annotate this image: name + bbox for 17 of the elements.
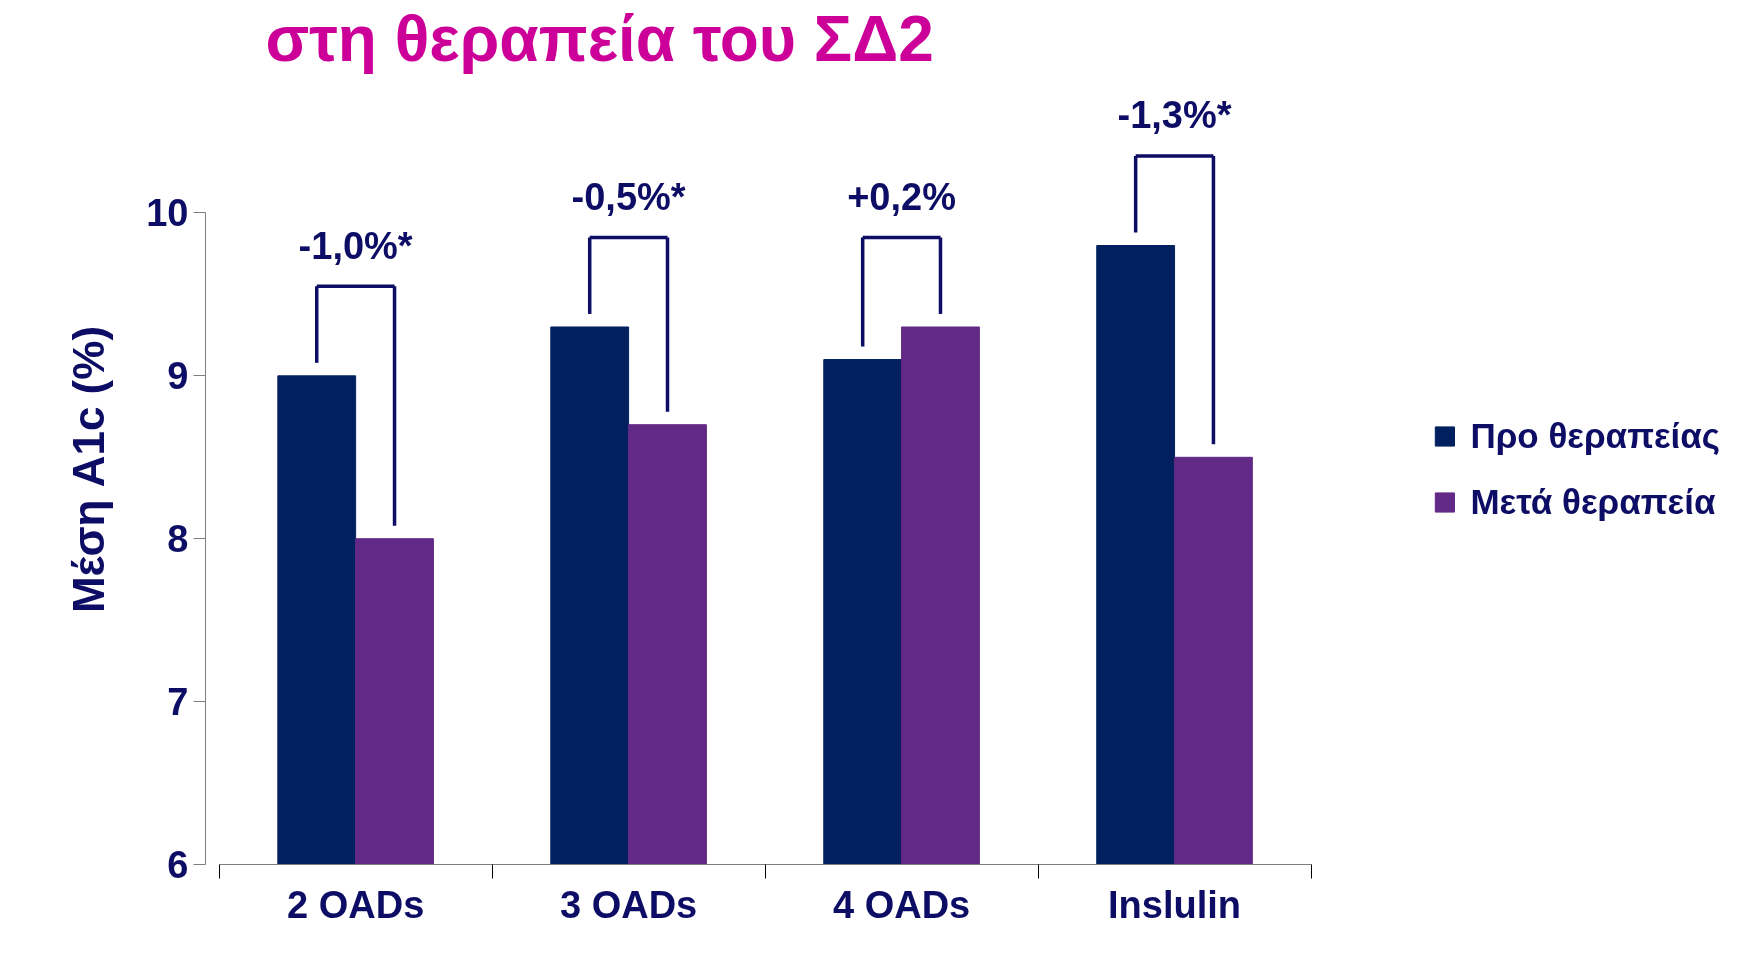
chart-title: στη θεραπεία του ΣΔ2 (265, 2, 934, 75)
y-tick-label: 10 (146, 192, 189, 235)
y-tick-label: 6 (167, 844, 189, 886)
x-tick-label: 3 OADs (559, 883, 698, 926)
y-tick-label: 8 (167, 518, 189, 561)
x-tick-label: 2 OADs (287, 883, 425, 926)
x-tick-label: Inslulin (1108, 883, 1242, 926)
x-tick-label: 4 OADs (832, 883, 971, 926)
y-tick-label: 9 (167, 355, 189, 398)
annotation: -0,5%* (571, 175, 686, 218)
text: -1,3%* (1117, 94, 1232, 137)
annotation: -1,0%* (298, 224, 413, 267)
y-axis-title: Μέση A1c (%) (64, 325, 114, 614)
legend-label: Προ θεραπείας (1470, 416, 1720, 456)
annotation: +0,2% (847, 175, 956, 218)
legend-label: Μετά θεραπεία (1470, 482, 1716, 522)
y-tick-label: 7 (167, 681, 189, 724)
